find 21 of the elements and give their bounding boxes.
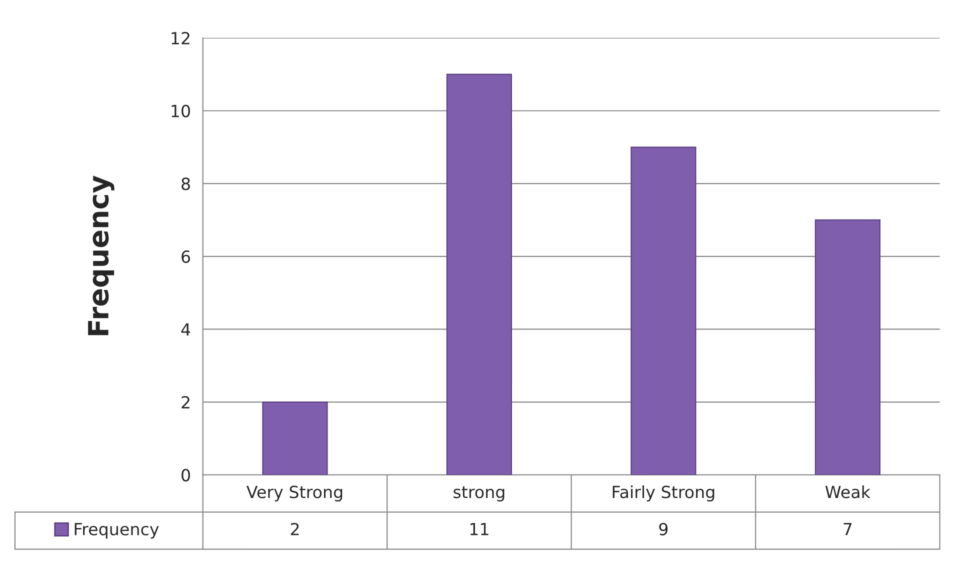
y-tick-label: 0 xyxy=(182,468,190,482)
legend-label: Frequency xyxy=(74,523,159,539)
y-tick-label: 10 xyxy=(172,104,190,118)
y-tick-label: 2 xyxy=(182,396,190,408)
y-tick-label: 4 xyxy=(181,323,190,336)
bar xyxy=(262,401,328,475)
x-tick-label: Very Strong xyxy=(246,486,342,502)
data-label: 2 xyxy=(290,522,299,536)
data-label: 9 xyxy=(659,522,668,536)
data-label: 11 xyxy=(470,523,488,536)
x-tick-label: strong xyxy=(454,486,504,502)
y-axis-title: Frequency xyxy=(88,176,114,336)
x-tick-label: Weak xyxy=(825,485,870,498)
data-label: 7 xyxy=(844,523,852,536)
bar xyxy=(814,219,880,475)
bar xyxy=(630,146,696,475)
bar xyxy=(446,74,512,475)
y-tick-label: 8 xyxy=(182,178,190,190)
x-tick-label: Fairly Strong xyxy=(612,485,714,502)
y-tick-label: 12 xyxy=(172,32,190,44)
y-tick-label: 6 xyxy=(182,250,190,263)
